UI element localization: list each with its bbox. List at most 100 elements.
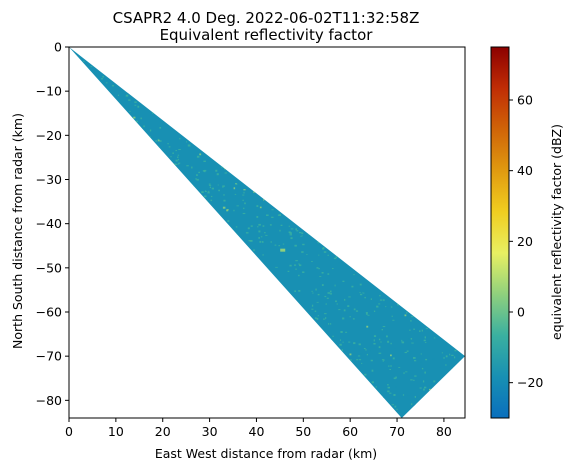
reflectivity-speckle — [398, 61, 401, 63]
reflectivity-speckle — [90, 330, 94, 332]
reflectivity-speckle — [186, 298, 189, 301]
reflectivity-speckle — [140, 242, 142, 244]
reflectivity-speckle — [275, 342, 278, 344]
reflectivity-speckle — [403, 97, 405, 99]
reflectivity-speckle — [227, 161, 230, 163]
reflectivity-speckle — [209, 57, 213, 60]
x-axis-label: East West distance from radar (km) — [155, 446, 377, 461]
reflectivity-speckle — [447, 248, 449, 251]
reflectivity-speckle — [371, 257, 374, 260]
reflectivity-speckle — [324, 340, 327, 342]
reflectivity-speckle — [387, 384, 389, 386]
reflectivity-speckle — [328, 323, 330, 325]
reflectivity-speckle — [209, 317, 212, 320]
reflectivity-speckle — [338, 246, 340, 249]
reflectivity-speckle — [237, 136, 239, 138]
reflectivity-speckle — [309, 158, 312, 161]
reflectivity-speckle — [267, 140, 269, 143]
radar-sector — [69, 47, 465, 418]
reflectivity-speckle — [367, 60, 369, 63]
reflectivity-speckle — [388, 266, 391, 268]
reflectivity-speckle — [395, 273, 398, 276]
reflectivity-speckle — [356, 240, 358, 242]
reflectivity-speckle — [344, 91, 347, 93]
reflectivity-speckle — [438, 366, 441, 368]
reflectivity-speckle — [425, 70, 428, 72]
reflectivity-speckle — [71, 361, 74, 364]
reflectivity-speckle — [413, 221, 416, 223]
reflectivity-speckle — [212, 229, 214, 231]
reflectivity-speckle — [72, 392, 74, 395]
reflectivity-speckle — [230, 94, 233, 96]
reflectivity-speckle — [214, 318, 216, 320]
reflectivity-speckle — [89, 364, 92, 366]
reflectivity-speckle — [396, 257, 400, 260]
reflectivity-speckle — [91, 57, 94, 59]
reflectivity-speckle — [327, 194, 329, 197]
reflectivity-speckle — [406, 298, 409, 300]
reflectivity-speckle — [136, 199, 138, 201]
reflectivity-speckle — [101, 248, 105, 251]
reflectivity-speckle — [345, 133, 348, 135]
reflectivity-speckle — [356, 257, 358, 259]
reflectivity-speckle — [124, 171, 126, 173]
reflectivity-speckle — [94, 243, 97, 245]
reflectivity-speckle — [335, 228, 338, 230]
reflectivity-speckle — [98, 131, 101, 134]
reflectivity-speckle — [163, 109, 165, 111]
reflectivity-speckle — [440, 65, 443, 67]
reflectivity-speckle — [341, 415, 343, 418]
reflectivity-speckle — [447, 279, 450, 281]
reflectivity-speckle — [143, 259, 146, 261]
reflectivity-speckle — [450, 99, 453, 101]
reflectivity-speckle — [140, 188, 143, 189]
reflectivity-speckle — [93, 138, 96, 140]
reflectivity-speckle — [128, 261, 130, 263]
reflectivity-speckle — [353, 378, 356, 380]
reflectivity-speckle — [390, 258, 393, 261]
reflectivity-speckle — [115, 383, 118, 385]
reflectivity-speckle — [118, 368, 121, 370]
reflectivity-speckle — [332, 335, 334, 337]
reflectivity-speckle — [434, 295, 436, 297]
reflectivity-speckle — [222, 115, 225, 118]
reflectivity-speckle — [454, 203, 457, 206]
reflectivity-speckle — [229, 86, 231, 88]
reflectivity-speckle — [301, 235, 303, 237]
reflectivity-speckle — [143, 98, 146, 100]
reflectivity-speckle — [326, 370, 328, 372]
reflectivity-speckle — [342, 385, 344, 388]
reflectivity-speckle — [256, 385, 259, 388]
reflectivity-speckle — [204, 226, 206, 228]
reflectivity-speckle — [246, 326, 248, 328]
reflectivity-speckle — [370, 96, 373, 98]
reflectivity-speckle — [158, 248, 161, 251]
reflectivity-speckle — [335, 256, 337, 258]
reflectivity-speckle — [257, 226, 259, 228]
reflectivity-speckle — [253, 282, 256, 284]
reflectivity-speckle — [287, 165, 290, 168]
reflectivity-speckle — [152, 336, 155, 337]
reflectivity-speckle — [92, 53, 94, 55]
reflectivity-speckle — [142, 387, 145, 389]
reflectivity-speckle — [284, 59, 287, 62]
reflectivity-speckle — [180, 178, 183, 180]
reflectivity-speckle — [316, 202, 319, 204]
reflectivity-speckle — [295, 268, 297, 270]
reflectivity-speckle — [323, 58, 326, 60]
reflectivity-speckle — [95, 274, 98, 276]
reflectivity-speckle — [318, 184, 321, 186]
reflectivity-speckle — [183, 402, 185, 405]
reflectivity-speckle — [315, 288, 317, 291]
reflectivity-speckle — [212, 377, 214, 379]
reflectivity-speckle — [244, 56, 246, 59]
reflectivity-speckle — [216, 91, 218, 93]
reflectivity-speckle — [310, 190, 313, 192]
reflectivity-speckle — [313, 190, 316, 192]
reflectivity-speckle — [354, 185, 357, 187]
reflectivity-speckle — [382, 326, 386, 328]
reflectivity-speckle — [330, 114, 332, 117]
reflectivity-speckle — [205, 306, 208, 309]
reflectivity-speckle — [277, 100, 280, 102]
reflectivity-speckle — [155, 374, 157, 376]
